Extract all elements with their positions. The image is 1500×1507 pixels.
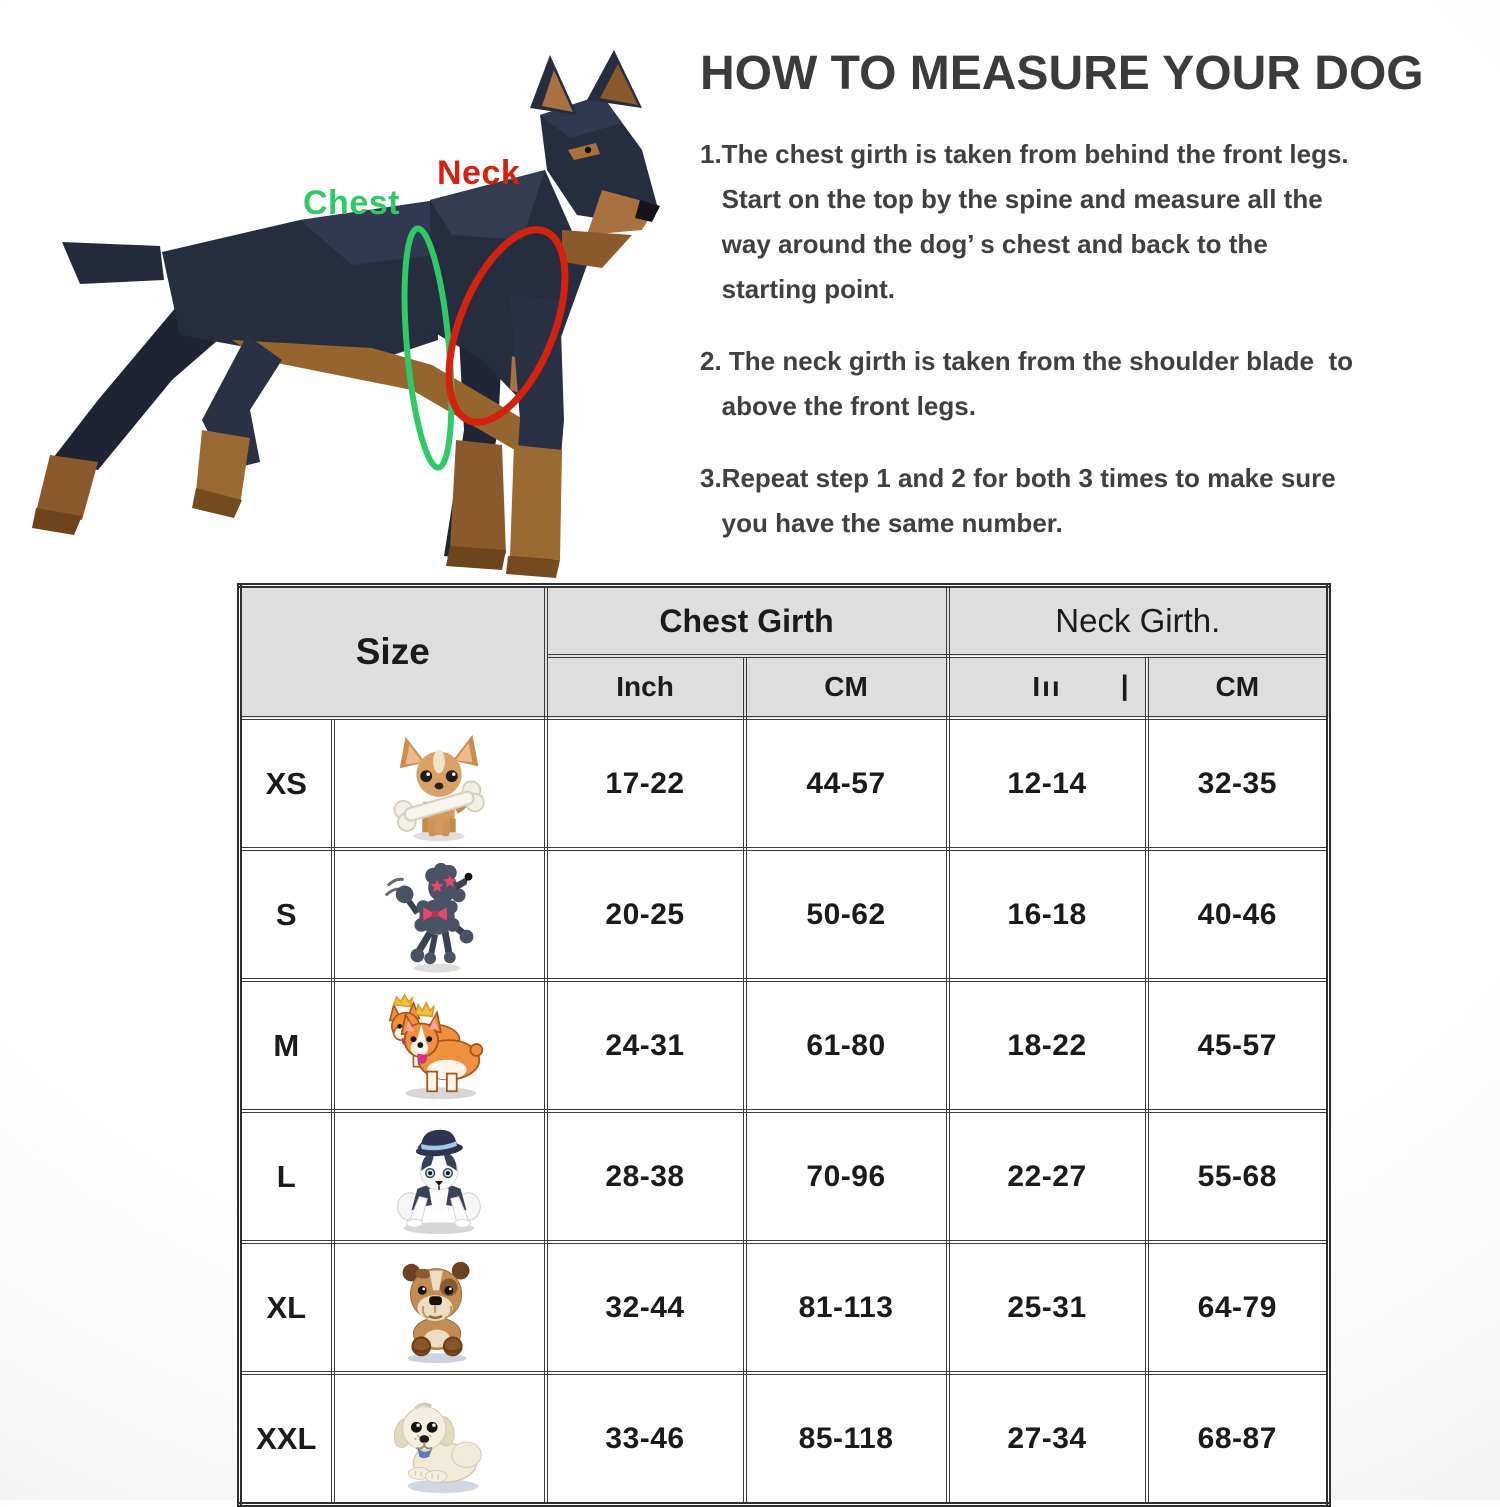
dog-measure-diagram: Chest Neck (0, 0, 700, 600)
husky-with-hat-icon (380, 1120, 498, 1238)
instruction-step-3: 3.Repeat step 1 and 2 for both 3 times t… (700, 463, 1336, 538)
neck-cm-value: 40-46 (1144, 847, 1331, 982)
neck-measure-label: Neck (437, 154, 521, 192)
poodle-illustration (330, 847, 548, 982)
page-title: HOW TO MEASURE YOUR DOG (700, 47, 1424, 100)
size-label: XXL (237, 1371, 335, 1507)
size-chart-table: Size Chest Girth Neck Girth. Inch CM Iıı… (237, 583, 1332, 1507)
corgis-icon (380, 989, 498, 1107)
size-label: M (237, 978, 335, 1113)
size-label: XS (237, 716, 335, 851)
chest-inch-value: 33-46 (543, 1371, 747, 1507)
table-row: M 24-31 61-80 18-22 45-57 (237, 978, 1331, 1113)
chest-cm-value: 50-62 (742, 847, 950, 982)
neck-cm-value: 32-35 (1144, 716, 1331, 851)
neck-girth-header: Neck Girth. (945, 583, 1331, 658)
neck-inch-value: 16-18 (945, 847, 1149, 982)
neck-inch-header-fragment: Iıı (1032, 671, 1062, 702)
puppy-lying-icon (380, 1382, 498, 1500)
size-label: L (237, 1109, 335, 1244)
neck-inch-value: 12-14 (945, 716, 1149, 851)
size-table-header: Size Chest Girth Neck Girth. Inch CM Iıı… (237, 583, 1331, 720)
instruction-step-2: 2. The neck girth is taken from the shou… (700, 346, 1354, 421)
neck-measure-ring (445, 226, 569, 426)
chest-inch-value: 32-44 (543, 1240, 747, 1375)
chest-cm-value: 44-57 (742, 716, 950, 851)
instructions-panel: HOW TO MEASURE YOUR DOG 1.The chest girt… (700, 46, 1500, 573)
chest-girth-header: Chest Girth (543, 583, 950, 658)
table-row: S 20-25 50-62 16-18 40-46 (237, 847, 1331, 982)
chest-cm-header: CM (742, 654, 950, 720)
chest-cm-value: 81-113 (742, 1240, 950, 1375)
neck-inch-header: Iıı | (945, 654, 1149, 720)
chest-cm-value: 61-80 (742, 978, 950, 1113)
chest-measure-label: Chest (303, 184, 400, 222)
chihuahua-with-bone-illustration (330, 716, 548, 851)
chest-inch-value: 24-31 (543, 978, 747, 1113)
table-row: XS 17-22 44-57 12-14 32-35 (237, 716, 1331, 851)
size-column-header: Size (237, 583, 548, 720)
doberman-illustration (32, 50, 660, 578)
neck-cm-value: 55-68 (1144, 1109, 1331, 1244)
puppy-lying-illustration (330, 1371, 548, 1507)
neck-cm-value: 68-87 (1144, 1371, 1331, 1507)
size-label: XL (237, 1240, 335, 1375)
poodle-icon (380, 858, 498, 976)
bulldog-illustration (330, 1240, 548, 1375)
table-row: L 28-38 70-96 22-27 55-68 (237, 1109, 1331, 1244)
neck-cm-header: CM (1144, 654, 1331, 720)
size-table-body: XS 17-22 44-57 12-14 32-35 S 20-25 50-62 16-18 40… (237, 716, 1331, 1507)
table-row: XXL 33-46 85-118 27-34 68-87 (237, 1371, 1331, 1507)
chihuahua-with-bone-icon (380, 727, 498, 845)
chest-inch-value: 20-25 (543, 847, 747, 982)
bulldog-icon (380, 1251, 498, 1369)
neck-inch-header-bar: | (1120, 669, 1129, 701)
chest-inch-header: Inch (543, 654, 747, 720)
neck-cm-value: 45-57 (1144, 978, 1331, 1113)
corgis-illustration (330, 978, 548, 1113)
table-row: XL 32-44 81-113 25-31 64-79 (237, 1240, 1331, 1375)
chest-cm-value: 70-96 (742, 1109, 950, 1244)
size-label: S (237, 847, 335, 982)
husky-with-hat-illustration (330, 1109, 548, 1244)
neck-inch-value: 18-22 (945, 978, 1149, 1113)
chest-cm-value: 85-118 (742, 1371, 950, 1507)
chest-inch-value: 28-38 (543, 1109, 747, 1244)
neck-inch-value: 27-34 (945, 1371, 1149, 1507)
neck-inch-value: 25-31 (945, 1240, 1149, 1375)
instruction-step-1: 1.The chest girth is taken from behind t… (700, 139, 1349, 304)
chest-inch-value: 17-22 (543, 716, 747, 851)
neck-cm-value: 64-79 (1144, 1240, 1331, 1375)
neck-inch-value: 22-27 (945, 1109, 1149, 1244)
